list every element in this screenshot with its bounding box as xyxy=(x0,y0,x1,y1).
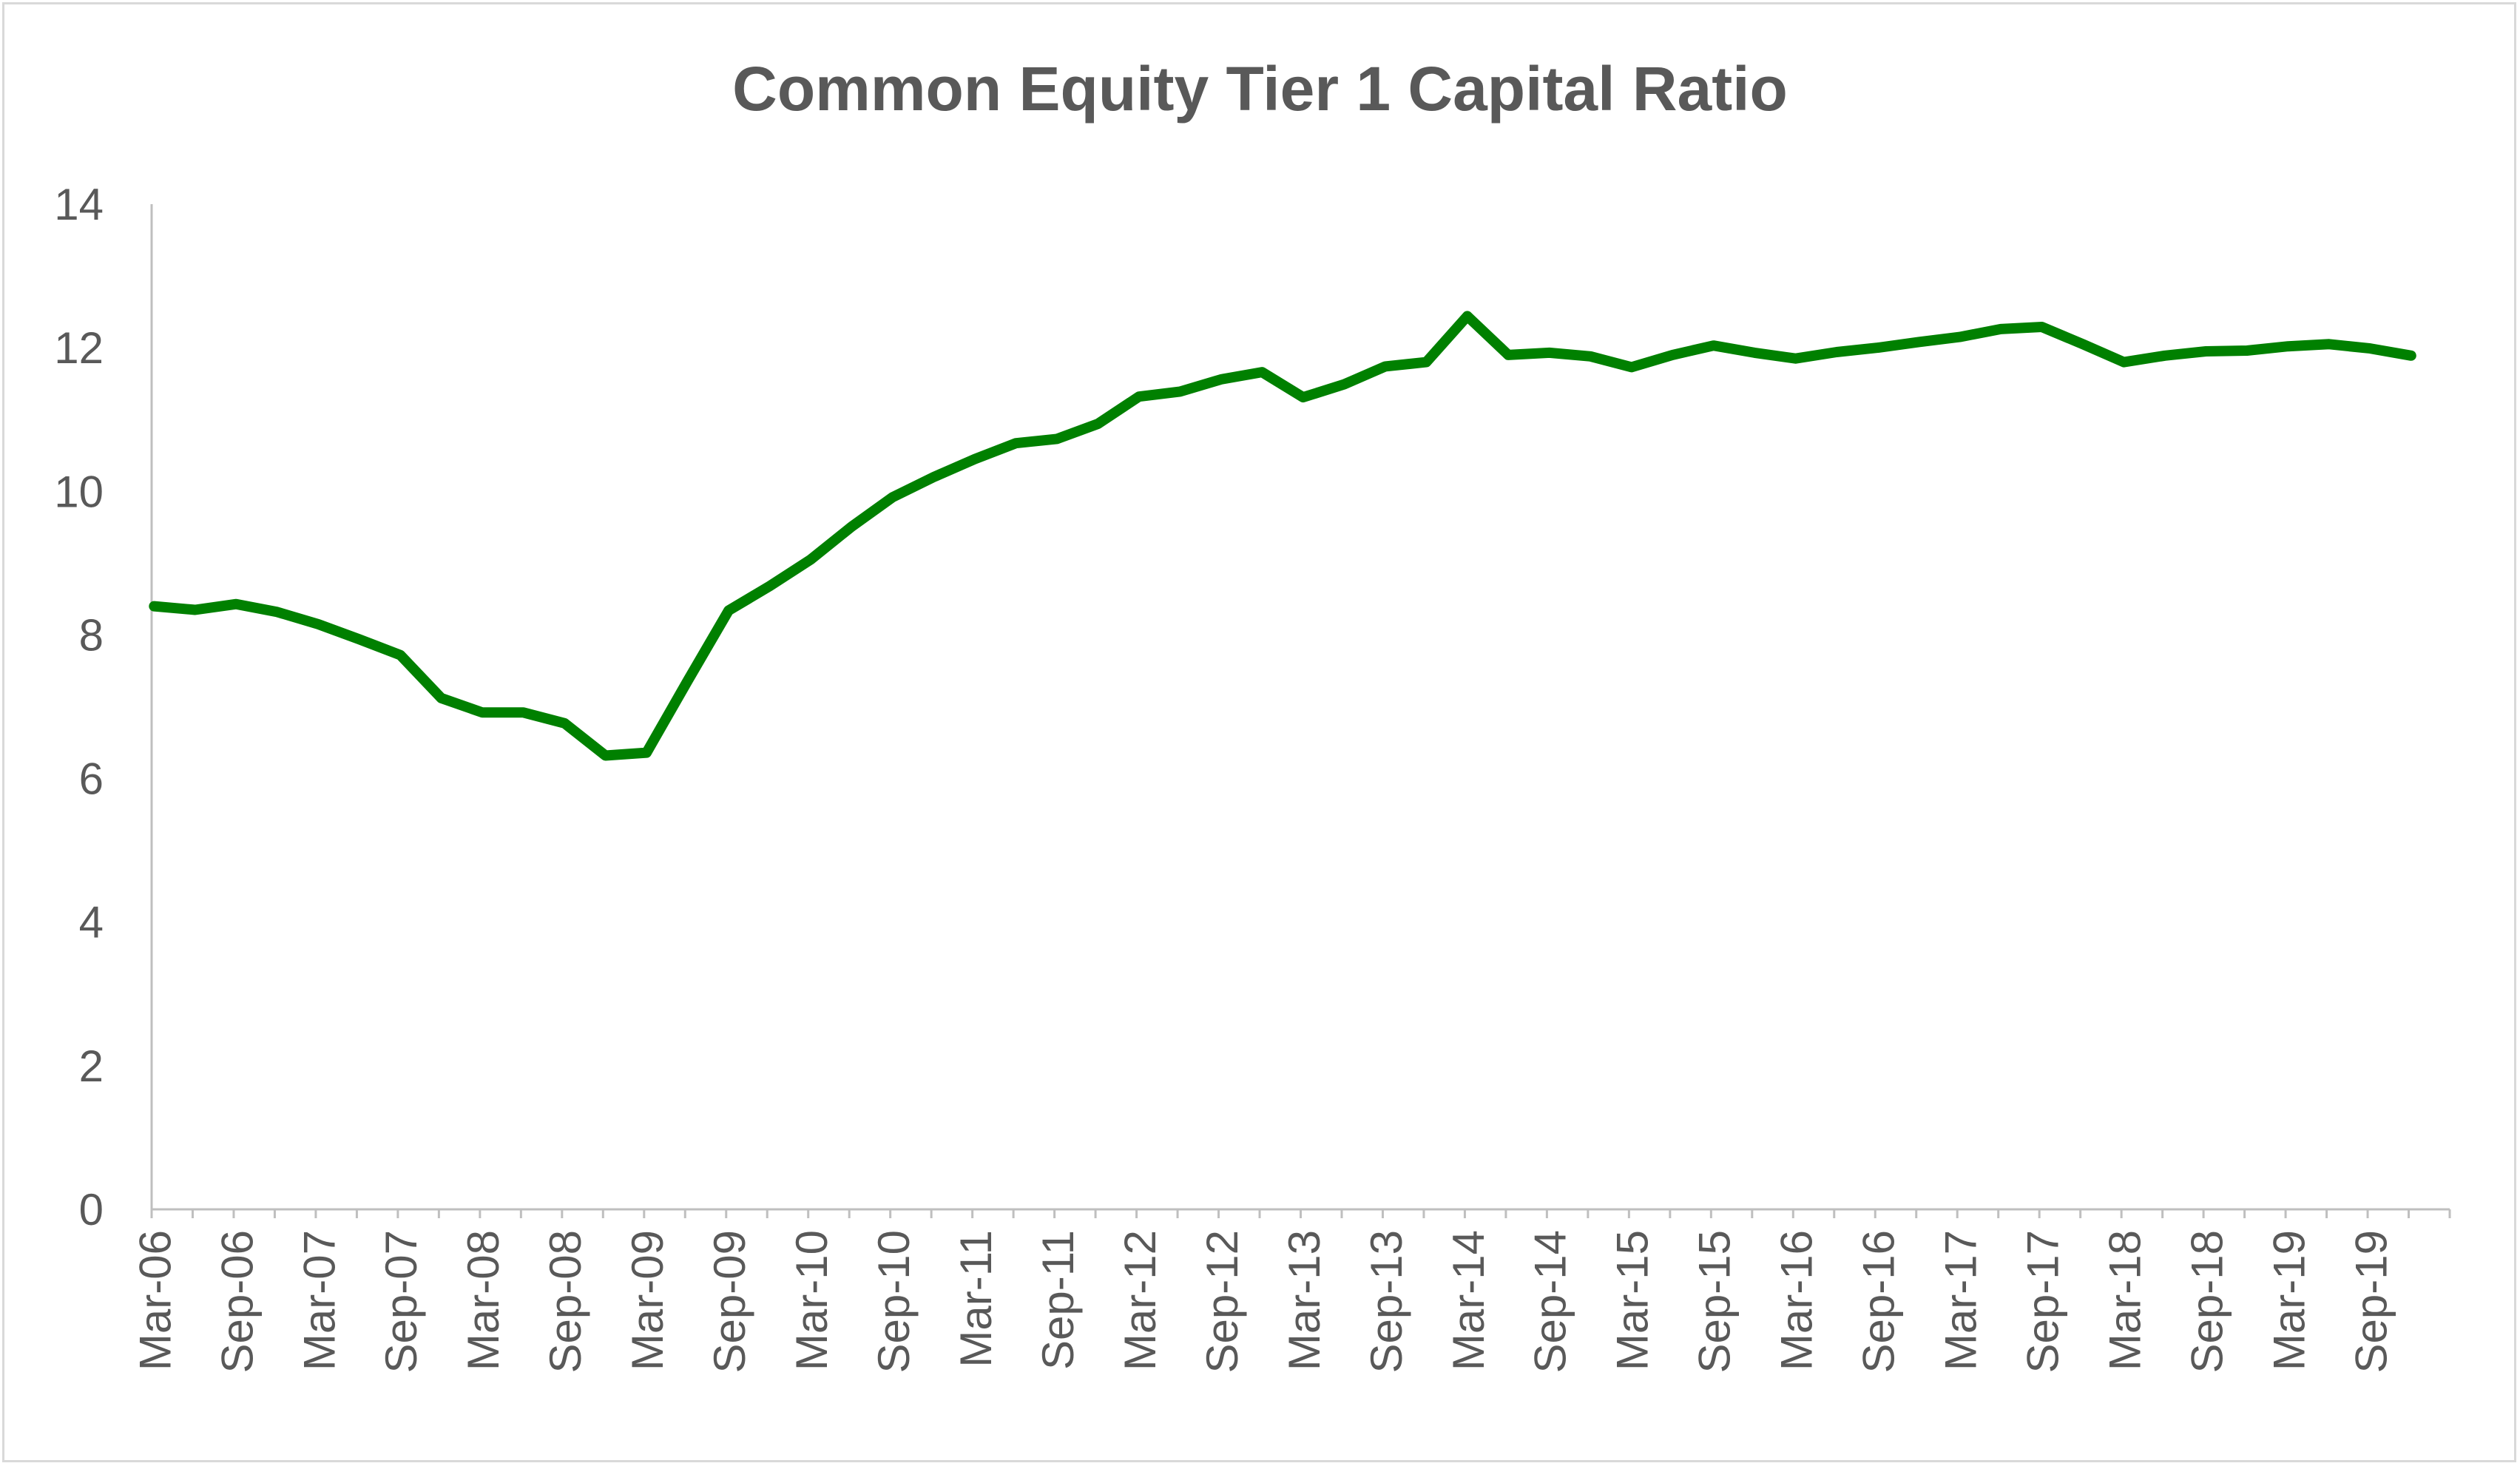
x-tick-label: Mar-12 xyxy=(1115,1230,1165,1371)
data-point xyxy=(1754,352,1755,354)
data-point xyxy=(933,476,934,478)
data-point xyxy=(482,712,483,713)
y-tick-label: 2 xyxy=(79,1041,104,1091)
y-tick-label: 4 xyxy=(79,898,104,948)
x-tick-label: Sep-15 xyxy=(1690,1230,1740,1373)
data-point xyxy=(1590,356,1591,357)
x-tick-label: Sep-16 xyxy=(1854,1230,1904,1373)
x-tick-label: Mar-16 xyxy=(1772,1230,1822,1371)
x-tick-label: Sep-07 xyxy=(376,1230,426,1373)
data-point xyxy=(1507,354,1509,356)
x-tick-label: Sep-11 xyxy=(1033,1230,1083,1370)
data-point xyxy=(2164,355,2166,357)
x-tick-label: Sep-13 xyxy=(1362,1230,1411,1373)
x-tick-label: Mar-08 xyxy=(459,1230,508,1371)
data-point xyxy=(646,752,647,754)
data-point xyxy=(769,585,771,587)
data-point xyxy=(2328,343,2330,345)
data-point xyxy=(1138,396,1140,397)
x-tick-label: Sep-14 xyxy=(1526,1230,1575,1373)
x-tick-label: Mar-11 xyxy=(951,1230,1001,1368)
series-group xyxy=(149,311,2416,761)
x-tick-label: Mar-19 xyxy=(2264,1230,2314,1371)
y-tick-label: 6 xyxy=(79,754,104,804)
data-point xyxy=(2369,348,2371,349)
x-tick-label: Sep-17 xyxy=(2019,1230,2068,1373)
y-axis-ticks: 0 2 4 6 8 10 12 14 xyxy=(54,180,104,1234)
x-tick-label: Sep-10 xyxy=(869,1230,919,1373)
x-tick-label: Sep-19 xyxy=(2346,1230,2396,1373)
y-tick-label: 10 xyxy=(54,467,104,516)
data-point xyxy=(1672,354,1673,356)
data-point xyxy=(851,526,853,527)
x-tick-label: Mar-13 xyxy=(1280,1230,1329,1371)
data-point xyxy=(2041,326,2043,328)
chart-title: Common Equity Tier 1 Capital Ratio xyxy=(732,54,1788,124)
y-tick-label: 14 xyxy=(54,180,104,229)
data-point xyxy=(1795,358,1797,359)
data-point xyxy=(687,680,689,682)
x-tick-label: Sep-06 xyxy=(212,1230,262,1373)
x-tick-label: Sep-09 xyxy=(705,1230,754,1373)
x-tick-label: Sep-18 xyxy=(2182,1230,2232,1373)
data-point xyxy=(1549,352,1550,354)
data-point xyxy=(2082,343,2084,345)
data-point xyxy=(1261,371,1263,373)
data-point xyxy=(153,606,155,607)
y-tick-label: 8 xyxy=(79,610,104,660)
data-point xyxy=(441,697,442,699)
data-point xyxy=(1631,366,1632,368)
data-point xyxy=(605,755,607,757)
data-point xyxy=(1343,384,1345,385)
x-tick-label: Mar-07 xyxy=(294,1230,344,1371)
x-tick-label: Mar-10 xyxy=(787,1230,837,1371)
x-tick-label: Mar-09 xyxy=(623,1230,672,1371)
x-tick-label: Mar-18 xyxy=(2100,1230,2149,1371)
data-point xyxy=(892,496,894,498)
x-tick-label: Mar-15 xyxy=(1608,1230,1658,1371)
data-point xyxy=(2000,328,2002,330)
x-tick-label: Mar-14 xyxy=(1444,1230,1493,1371)
data-point xyxy=(1713,345,1715,346)
x-tick-label: Mar-06 xyxy=(130,1230,180,1371)
x-tick-label: Mar-17 xyxy=(1936,1230,1986,1371)
x-tick-label: Sep-08 xyxy=(541,1230,590,1373)
y-tick-label: 0 xyxy=(79,1185,104,1234)
x-axis-ticks: Mar-06 Sep-06 Mar-07 Sep-07 Mar-08 Sep-08 Mar-… xyxy=(130,1209,2451,1373)
data-point xyxy=(523,712,524,713)
series-line xyxy=(149,311,2416,761)
y-tick-label: 12 xyxy=(54,323,104,373)
x-tick-label: Sep-12 xyxy=(1197,1230,1247,1373)
